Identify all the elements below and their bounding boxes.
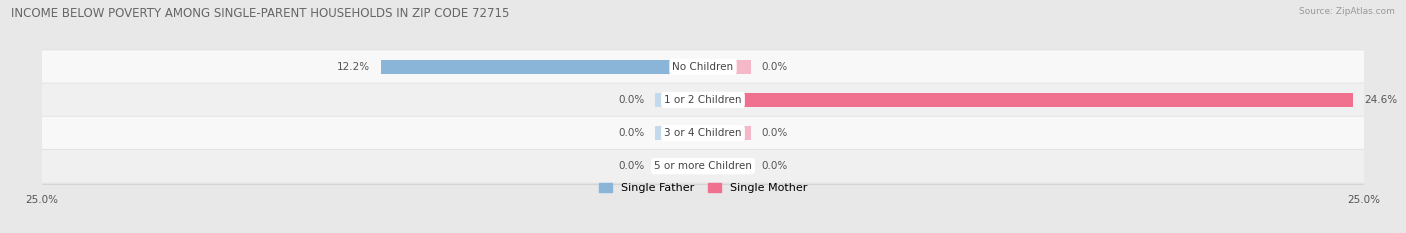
- Text: 0.0%: 0.0%: [619, 161, 645, 171]
- Bar: [655, 159, 703, 173]
- Text: 0.0%: 0.0%: [619, 95, 645, 105]
- Text: 0.0%: 0.0%: [761, 128, 787, 138]
- Text: 5 or more Children: 5 or more Children: [654, 161, 752, 171]
- Legend: Single Father, Single Mother: Single Father, Single Mother: [599, 182, 807, 193]
- Text: INCOME BELOW POVERTY AMONG SINGLE-PARENT HOUSEHOLDS IN ZIP CODE 72715: INCOME BELOW POVERTY AMONG SINGLE-PARENT…: [11, 7, 509, 20]
- FancyBboxPatch shape: [38, 50, 1368, 84]
- Text: 3 or 4 Children: 3 or 4 Children: [664, 128, 742, 138]
- Bar: [703, 93, 1353, 107]
- Text: No Children: No Children: [672, 62, 734, 72]
- Text: 0.0%: 0.0%: [761, 161, 787, 171]
- FancyBboxPatch shape: [38, 116, 1368, 150]
- Bar: [655, 126, 703, 140]
- FancyBboxPatch shape: [38, 149, 1368, 183]
- Bar: [703, 126, 751, 140]
- Bar: [703, 60, 751, 74]
- FancyBboxPatch shape: [38, 83, 1368, 117]
- Text: Source: ZipAtlas.com: Source: ZipAtlas.com: [1299, 7, 1395, 16]
- Bar: [381, 60, 703, 74]
- Text: 12.2%: 12.2%: [337, 62, 370, 72]
- Text: 0.0%: 0.0%: [619, 128, 645, 138]
- Text: 0.0%: 0.0%: [761, 62, 787, 72]
- Bar: [655, 93, 703, 107]
- Text: 1 or 2 Children: 1 or 2 Children: [664, 95, 742, 105]
- Text: 24.6%: 24.6%: [1364, 95, 1398, 105]
- Bar: [703, 159, 751, 173]
